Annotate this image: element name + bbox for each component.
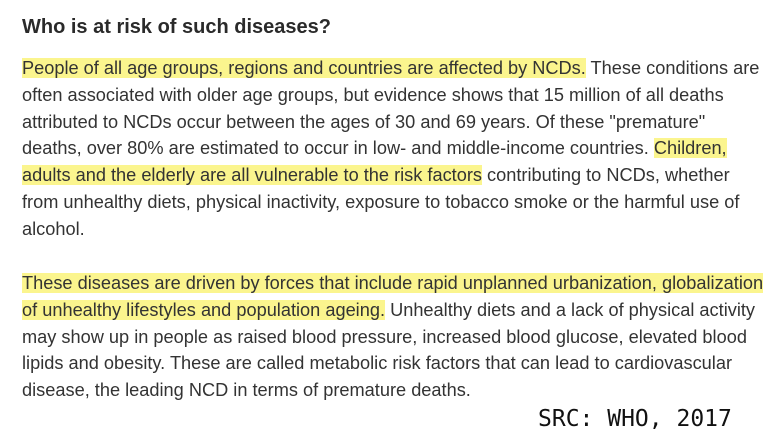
paragraph-text: Unhealthy diets and a lack of physical a… <box>22 299 756 401</box>
paragraph-text: contributing to NCDs, whether from unhea… <box>22 165 740 239</box>
source-credit: SRC: WHO, 2017 <box>538 406 732 432</box>
highlighted-text: People of all age groups, regions and co… <box>22 58 586 78</box>
section-heading: Who is at risk of such diseases? <box>22 16 331 38</box>
paragraph-drivers: These diseases are driven by forces that… <box>22 270 767 404</box>
paragraph-text: These conditions are often associated wi… <box>22 58 760 159</box>
paragraph-risk-groups: People of all age groups, regions and co… <box>22 55 767 243</box>
